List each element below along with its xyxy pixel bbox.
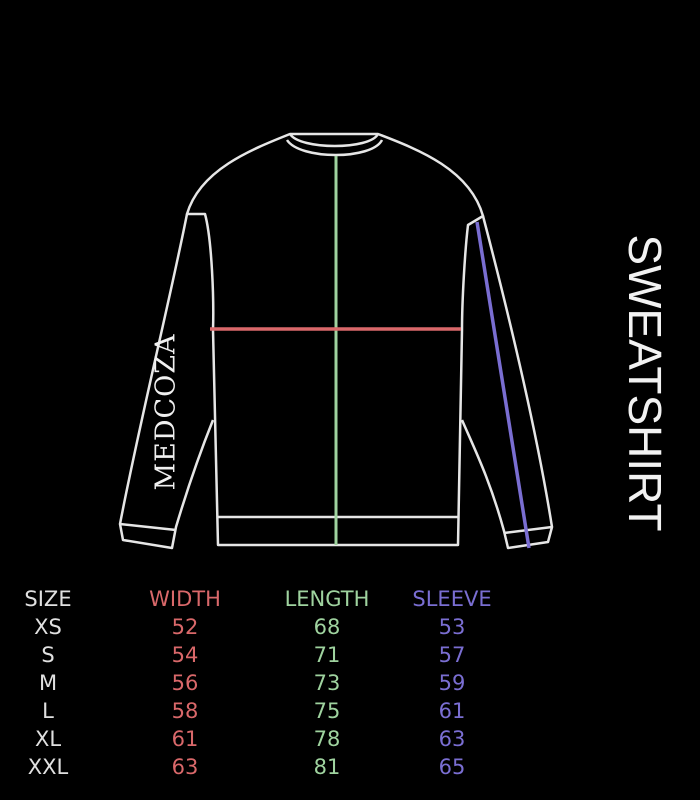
page-title: SWEATSHIRT (619, 234, 671, 532)
length-cell: 71 (313, 643, 341, 667)
brand-logo: MEDCOZA (150, 333, 182, 491)
width-header: WIDTH (149, 587, 221, 611)
width-cell: 58 (171, 699, 199, 723)
size-cell: XXL (27, 755, 69, 779)
sweatshirt-body-outline (185, 132, 485, 547)
left-sleeve-outline (118, 213, 215, 550)
length-cell: 81 (313, 755, 341, 779)
sleeve-cell: 59 (438, 671, 466, 695)
length-column: LENGTH 68 71 73 75 78 81 (257, 585, 397, 781)
right-sleeve-outline (460, 215, 554, 550)
right-cuff-line (503, 525, 553, 535)
size-cell: XL (34, 727, 62, 751)
size-header: SIZE (24, 587, 72, 611)
collar-outline (285, 133, 384, 157)
length-cell: 73 (313, 671, 341, 695)
sleeve-measure-line (475, 221, 531, 549)
sleeve-cell: 63 (438, 727, 466, 751)
sleeve-cell: 61 (438, 699, 466, 723)
size-cell: M (38, 671, 58, 695)
size-cell: L (42, 699, 54, 723)
sleeve-column: SLEEVE 53 57 59 61 63 65 (382, 585, 522, 781)
width-cell: 63 (171, 755, 199, 779)
size-cell: S (41, 643, 55, 667)
sleeve-cell: 57 (438, 643, 466, 667)
sleeve-cell: 65 (438, 755, 466, 779)
size-cell: XS (34, 615, 62, 639)
size-column: SIZE XS S M L XL XXL (0, 585, 118, 781)
width-cell: 54 (171, 643, 199, 667)
sleeve-cell: 53 (438, 615, 466, 639)
length-cell: 68 (313, 615, 341, 639)
width-cell: 52 (171, 615, 199, 639)
width-cell: 56 (171, 671, 199, 695)
length-cell: 78 (313, 727, 341, 751)
left-cuff-line (119, 522, 177, 532)
width-column: WIDTH 52 54 56 58 61 63 (115, 585, 255, 781)
width-cell: 61 (171, 727, 199, 751)
length-header: LENGTH (284, 587, 370, 611)
length-cell: 75 (313, 699, 341, 723)
sleeve-header: SLEEVE (412, 587, 492, 611)
